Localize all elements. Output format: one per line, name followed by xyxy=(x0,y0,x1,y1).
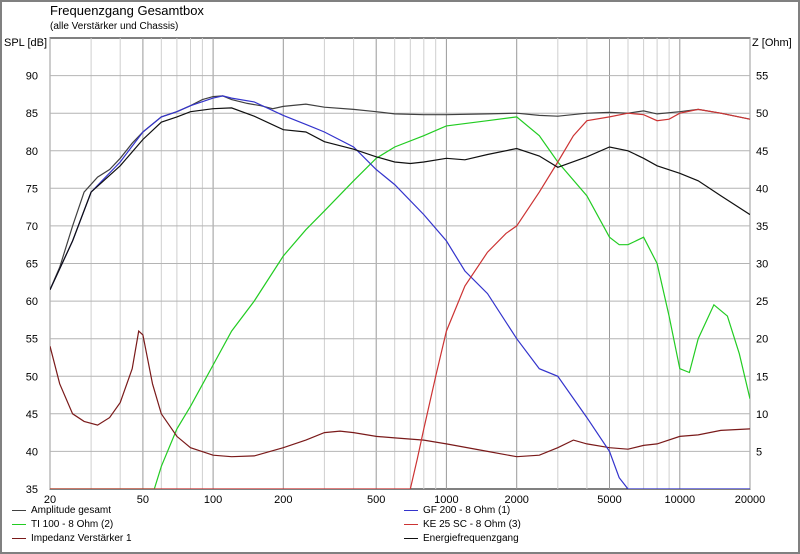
y2-tick-label: 30 xyxy=(756,259,768,271)
y2-tick-label: 50 xyxy=(756,108,768,120)
legend-swatch xyxy=(12,524,26,525)
legend-swatch xyxy=(404,524,418,525)
legend-label: Energiefrequenzgang xyxy=(423,533,519,544)
y-tick-label: 65 xyxy=(26,259,38,271)
x-tick-label: 20000 xyxy=(735,494,766,506)
series-line-impedanz-verst-rker-1 xyxy=(50,329,750,458)
tick-labels: 20 50 100 200 500 1000 2000 5000 10000 20000 35 40 4… xyxy=(26,71,769,506)
series-line-amplitude-gesamt xyxy=(50,95,750,291)
legend-label: Amplitude gesamt xyxy=(31,505,112,516)
legend-swatch xyxy=(12,510,26,511)
x-tick-label: 200 xyxy=(274,494,292,506)
legend-item: GF 200 - 8 Ohm (1) xyxy=(404,505,510,516)
series-line-gf-200-8-ohm-1 xyxy=(50,95,750,489)
x-tick-label: 50 xyxy=(137,494,149,506)
y-tick-label: 55 xyxy=(26,334,38,346)
y-tick-label: 85 xyxy=(26,108,38,120)
series-line-energiefrequenzgang xyxy=(50,107,750,291)
grid-lines xyxy=(49,37,751,490)
y2-tick-label: 45 xyxy=(756,146,768,158)
x-tick-label: 5000 xyxy=(597,494,621,506)
series-line-ke-25-sc-8-ohm-3 xyxy=(50,108,750,489)
y-axis-label-right: Z [Ohm] xyxy=(752,37,792,49)
legend-label: GF 200 - 8 Ohm (1) xyxy=(423,505,511,516)
x-tick-label: 500 xyxy=(367,494,385,506)
y-tick-label: 75 xyxy=(26,183,38,195)
y-tick-label: 70 xyxy=(26,221,38,233)
y2-tick-label: 25 xyxy=(756,296,768,308)
y-tick-label: 45 xyxy=(26,409,38,421)
y2-tick-label: 35 xyxy=(756,221,768,233)
y-tick-label: 90 xyxy=(26,71,38,83)
x-tick-label: 100 xyxy=(204,494,222,506)
y2-tick-label: 5 xyxy=(756,446,762,458)
chart-title: Frequenzgang Gesamtbox xyxy=(50,3,204,18)
y-tick-label: 35 xyxy=(26,484,38,496)
y2-tick-label: 10 xyxy=(756,409,768,421)
y-axis-label-left: SPL [dB] xyxy=(4,37,48,49)
legend-swatch xyxy=(12,538,26,539)
legend-item: KE 25 SC - 8 Ohm (3) xyxy=(404,519,521,530)
legend-item: Energiefrequenzgang xyxy=(404,533,519,544)
legend-label: Impedanz Verstärker 1 xyxy=(31,533,132,544)
legend-label: TI 100 - 8 Ohm (2) xyxy=(31,519,114,530)
series-lines xyxy=(50,95,750,489)
series-line-ti-100-8-ohm-2 xyxy=(50,116,750,489)
legend-item: Impedanz Verstärker 1 xyxy=(12,533,132,544)
x-tick-label: 10000 xyxy=(665,494,696,506)
y2-tick-label: 15 xyxy=(756,371,768,383)
legend-item: Amplitude gesamt xyxy=(12,505,111,516)
y-tick-label: 50 xyxy=(26,371,38,383)
legend-item: TI 100 - 8 Ohm (2) xyxy=(12,519,113,530)
x-tick-label: 20 xyxy=(44,494,56,506)
y2-tick-label: 55 xyxy=(756,71,768,83)
y2-tick-label: 20 xyxy=(756,334,768,346)
legend-swatch xyxy=(404,510,418,511)
x-tick-label: 1000 xyxy=(434,494,458,506)
x-tick-label: 2000 xyxy=(504,494,528,506)
legend-swatch xyxy=(404,538,418,539)
y-tick-label: 40 xyxy=(26,446,38,458)
y2-tick-label: 40 xyxy=(756,183,768,195)
chart-subtitle: (alle Verstärker und Chassis) xyxy=(50,21,179,32)
y-tick-label: 80 xyxy=(26,146,38,158)
y-tick-label: 60 xyxy=(26,296,38,308)
legend-label: KE 25 SC - 8 Ohm (3) xyxy=(423,519,521,530)
